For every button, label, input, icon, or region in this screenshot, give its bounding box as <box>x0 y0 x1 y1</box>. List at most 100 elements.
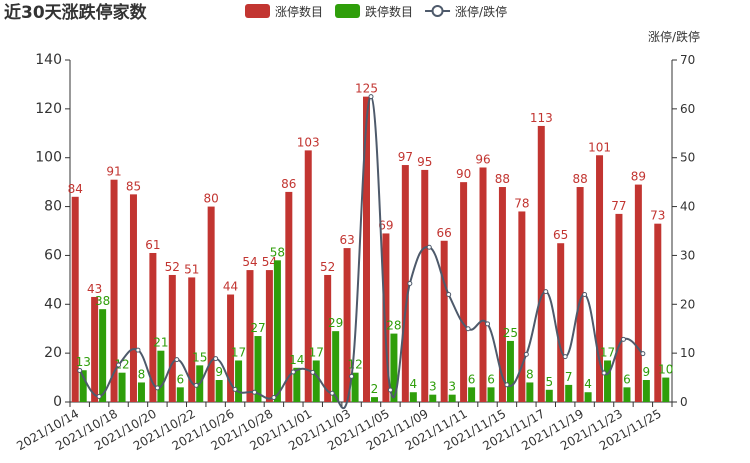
bar-value-label: 13 <box>76 355 91 369</box>
bar <box>615 213 623 402</box>
bar <box>662 377 670 402</box>
line-point <box>251 389 257 395</box>
line-point <box>387 387 393 393</box>
y-tick-label: 60 <box>44 247 62 263</box>
line-point <box>523 351 529 357</box>
bar-value-label: 77 <box>611 199 626 213</box>
bar <box>537 125 545 402</box>
bar-value-label: 103 <box>297 135 320 149</box>
bar <box>498 187 506 402</box>
line-point <box>562 354 568 360</box>
bar <box>168 274 176 402</box>
y2-axis-title: 涨停/跌停 <box>648 29 700 44</box>
y2-tick-label: 40 <box>680 200 695 214</box>
bar-value-label: 6 <box>176 372 184 386</box>
bar <box>215 380 223 402</box>
y-tick-label: 140 <box>35 52 62 68</box>
bar-value-label: 85 <box>126 179 141 193</box>
bar-value-label: 5 <box>545 375 553 389</box>
bar <box>149 252 157 402</box>
bar-value-label: 63 <box>339 233 354 247</box>
bar <box>448 394 456 402</box>
bar <box>332 331 340 402</box>
bar-value-label: 17 <box>231 345 246 359</box>
bar <box>118 372 126 402</box>
bar-value-label: 44 <box>223 280 238 294</box>
y2-tick-label: 0 <box>680 395 688 409</box>
bar <box>429 394 437 402</box>
legend-swatch <box>245 4 270 18</box>
bar <box>188 277 196 402</box>
legend-label: 涨停数目 <box>275 4 323 19</box>
bar-value-label: 52 <box>165 260 180 274</box>
bar <box>371 397 378 402</box>
bar-value-label: 96 <box>475 152 490 166</box>
bar <box>304 150 312 402</box>
line-point <box>174 357 180 363</box>
line-point <box>135 347 141 353</box>
bar <box>623 387 631 402</box>
bar <box>273 260 281 402</box>
legend-item: 涨停/跌停 <box>425 4 507 19</box>
bar-value-label: 6 <box>623 372 631 386</box>
bar-value-label: 78 <box>514 196 529 210</box>
bar-value-label: 6 <box>487 372 495 386</box>
legend-label: 涨停/跌停 <box>455 4 507 19</box>
bar-value-label: 27 <box>250 321 265 335</box>
bar-value-label: 51 <box>184 262 199 276</box>
y-tick-label: 20 <box>44 345 62 361</box>
bar-value-label: 86 <box>281 177 296 191</box>
bar-value-label: 7 <box>565 370 573 384</box>
bar-value-label: 29 <box>328 316 343 330</box>
bar-value-label: 3 <box>448 380 456 394</box>
bar <box>401 165 409 402</box>
bar <box>642 380 650 402</box>
bar <box>468 387 476 402</box>
bar <box>285 191 293 402</box>
bar <box>409 392 417 402</box>
line-point <box>543 289 549 295</box>
bar-value-label: 14 <box>289 353 304 367</box>
bar-value-label: 15 <box>192 350 207 364</box>
line-point <box>290 369 296 375</box>
line-point <box>485 321 491 327</box>
bar-value-label: 95 <box>417 155 432 169</box>
y2-tick-label: 10 <box>680 346 695 360</box>
bar-value-label: 101 <box>588 140 611 154</box>
line-point <box>620 336 626 342</box>
bar-value-label: 88 <box>495 172 510 186</box>
bar <box>71 196 79 402</box>
bar-value-label: 54 <box>262 255 277 269</box>
line-point <box>640 351 646 357</box>
bar-value-label: 6 <box>468 372 476 386</box>
bar <box>324 274 332 402</box>
bar <box>254 336 262 402</box>
bar-value-label: 84 <box>68 182 83 196</box>
legend-swatch <box>431 5 444 17</box>
bar-value-label: 54 <box>242 255 257 269</box>
bar-value-label: 4 <box>410 377 418 391</box>
bar <box>654 223 662 402</box>
legend-item: 涨停数目 <box>245 4 323 19</box>
bar-value-label: 91 <box>106 165 121 179</box>
line-point <box>271 394 277 400</box>
bar <box>584 392 592 402</box>
bar-value-label: 43 <box>87 282 102 296</box>
bar <box>604 360 612 402</box>
line-point <box>154 385 160 391</box>
bar-value-label: 69 <box>378 218 393 232</box>
bar-value-label: 113 <box>530 111 553 125</box>
line-point <box>426 244 432 250</box>
bar <box>312 360 320 402</box>
bar-value-label: 89 <box>631 170 646 184</box>
bar-value-label: 21 <box>153 336 168 350</box>
bar <box>207 206 215 402</box>
line-point <box>213 356 219 362</box>
bar <box>227 294 235 402</box>
bar <box>235 360 243 402</box>
y-tick-label: 120 <box>35 101 62 117</box>
bar <box>421 169 429 402</box>
bar <box>157 350 165 402</box>
bar <box>479 167 487 402</box>
